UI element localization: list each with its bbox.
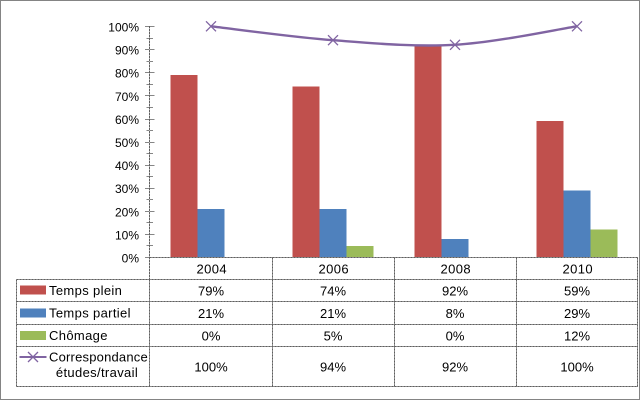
svg-text:30%: 30% (115, 182, 139, 196)
svg-text:70%: 70% (115, 90, 139, 104)
svg-text:40%: 40% (115, 159, 139, 173)
svg-text:2004: 2004 (197, 262, 228, 277)
svg-text:29%: 29% (564, 306, 590, 321)
svg-text:2010: 2010 (563, 262, 594, 277)
svg-text:Temps plein: Temps plein (49, 283, 122, 298)
svg-text:Chômage: Chômage (49, 328, 108, 343)
svg-text:80%: 80% (115, 67, 139, 81)
svg-text:50%: 50% (115, 136, 139, 150)
svg-text:79%: 79% (198, 283, 224, 298)
svg-text:2006: 2006 (319, 262, 350, 277)
svg-text:0%: 0% (446, 328, 465, 343)
svg-text:0%: 0% (122, 252, 140, 266)
svg-text:Correspondance: Correspondance (49, 349, 148, 364)
svg-text:60%: 60% (115, 113, 139, 127)
svg-text:études/travail: études/travail (56, 365, 138, 380)
svg-text:5%: 5% (324, 328, 343, 343)
svg-text:20%: 20% (115, 205, 139, 219)
svg-text:59%: 59% (564, 283, 590, 298)
svg-text:21%: 21% (320, 306, 346, 321)
svg-text:12%: 12% (564, 328, 590, 343)
svg-text:90%: 90% (115, 44, 139, 58)
svg-text:2008: 2008 (441, 262, 472, 277)
svg-text:100%: 100% (108, 21, 139, 35)
svg-text:74%: 74% (320, 283, 346, 298)
svg-text:0%: 0% (202, 328, 221, 343)
svg-text:10%: 10% (115, 228, 139, 242)
svg-text:92%: 92% (442, 359, 468, 374)
svg-text:21%: 21% (198, 306, 224, 321)
svg-text:100%: 100% (560, 359, 594, 374)
svg-text:94%: 94% (320, 359, 346, 374)
svg-text:Temps partiel: Temps partiel (49, 305, 131, 320)
svg-text:92%: 92% (442, 283, 468, 298)
svg-text:8%: 8% (446, 306, 465, 321)
svg-text:100%: 100% (194, 359, 228, 374)
